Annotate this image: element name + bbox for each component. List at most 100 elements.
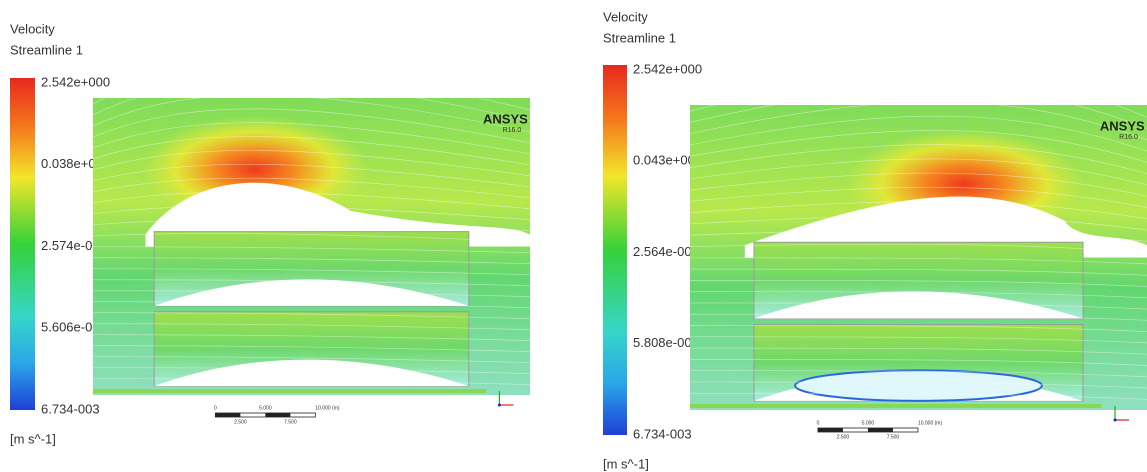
streamline (92, 122, 531, 155)
streamline (92, 268, 531, 276)
streamline (689, 186, 1147, 208)
streamline (92, 191, 531, 210)
obstacle (145, 182, 530, 247)
scale-bar-seg (265, 413, 291, 417)
legend-label: 2.574e-001 (41, 238, 107, 253)
streamline (92, 136, 531, 166)
floor (93, 389, 487, 394)
axis-z (497, 403, 501, 407)
floor (690, 403, 1102, 408)
scale-label: 10.000 (m) (918, 420, 943, 426)
streamline (689, 370, 1147, 378)
scale-label: 5.000 (259, 405, 272, 411)
streamline (92, 279, 531, 287)
streamline (689, 215, 1147, 231)
streamline (92, 323, 531, 331)
inner-hump (753, 291, 1084, 319)
streamline (92, 66, 531, 111)
streamline (689, 257, 1147, 265)
streamline (92, 312, 531, 320)
streamline (689, 201, 1147, 220)
scale-bar-seg (867, 428, 893, 432)
streamline (689, 101, 1147, 141)
streamline (92, 246, 531, 254)
logo: ANSYS (483, 111, 528, 126)
streamline (92, 219, 531, 232)
streamline (92, 356, 531, 363)
color-bar (603, 65, 627, 435)
streamline (92, 233, 531, 243)
legend-label: 5.808e-001 (633, 335, 699, 350)
streamline (92, 163, 531, 188)
axis-z (1113, 418, 1117, 422)
streamline (689, 291, 1147, 299)
legend-label: 2.542e+000 (633, 61, 702, 76)
legend-label: 2.542e+000 (41, 74, 110, 89)
scale-label: 7.500 (887, 434, 900, 440)
streamline (689, 87, 1147, 129)
streamline (92, 345, 531, 352)
legend-label: 6.734-003 (41, 401, 100, 416)
panel: Velocity Streamline 1 2.542e+000 0.038e+000… (10, 21, 531, 446)
streamline (689, 313, 1147, 321)
scale-label: 10.000 (m) (315, 405, 340, 411)
streamline (92, 257, 531, 265)
streamline (689, 302, 1147, 310)
streamline (92, 378, 531, 385)
streamline (92, 301, 531, 309)
streamline (92, 177, 531, 199)
streamline (689, 172, 1147, 197)
legend-label: 2.564e-001 (633, 244, 699, 259)
scale-label: 2.500 (234, 419, 247, 425)
streamline (92, 94, 531, 133)
streamline (689, 144, 1147, 174)
legend-label: 6.734-003 (633, 426, 692, 441)
legend-title: Velocity (10, 21, 55, 36)
color-bar (10, 78, 35, 410)
scale-bar-seg (215, 413, 241, 417)
legend-subtitle: Streamline 1 (603, 30, 676, 45)
units: [m s^-1] (603, 456, 649, 471)
streamline (689, 280, 1147, 287)
inner-hump (154, 279, 469, 306)
streamline (92, 150, 531, 177)
streamline (92, 205, 531, 221)
streamline (689, 392, 1147, 400)
streamline (689, 325, 1147, 332)
streamline (689, 268, 1147, 276)
logo-version: R16.0 (1119, 134, 1138, 141)
logo: ANSYS (1100, 118, 1145, 133)
scale-label: 7.500 (284, 419, 297, 425)
inner-hump (154, 359, 469, 387)
units: [m s^-1] (10, 431, 56, 446)
streamline (689, 359, 1147, 366)
scale-bar-seg (817, 428, 843, 432)
panel: Velocity Streamline 1 2.542e+000 0.043e+000… (603, 9, 1147, 471)
streamline (92, 108, 531, 144)
streamline (689, 336, 1147, 344)
streamline (689, 229, 1147, 242)
streamline (689, 158, 1147, 186)
streamline (689, 115, 1147, 152)
streamline (689, 73, 1147, 118)
recirculation (794, 369, 1043, 402)
streamline (92, 290, 531, 298)
logo-version: R16.0 (503, 127, 522, 134)
streamline (689, 381, 1147, 389)
legend-title: Velocity (603, 9, 648, 24)
streamline (92, 367, 531, 374)
legend-subtitle: Streamline 1 (10, 42, 83, 57)
streamline (92, 80, 531, 122)
streamline (92, 334, 531, 341)
scale-label: 0 (817, 420, 820, 426)
legend-label: 0.038e+000 (41, 156, 110, 171)
legend-label: 5.606e-001 (41, 320, 107, 335)
streamline (689, 347, 1147, 355)
scale-label: 0 (214, 405, 217, 411)
scale-label: 5.000 (862, 420, 875, 426)
streamline (689, 130, 1147, 163)
legend-label: 0.043e+000 (633, 153, 702, 168)
streamline (689, 243, 1147, 253)
scale-label: 2.500 (837, 434, 850, 440)
